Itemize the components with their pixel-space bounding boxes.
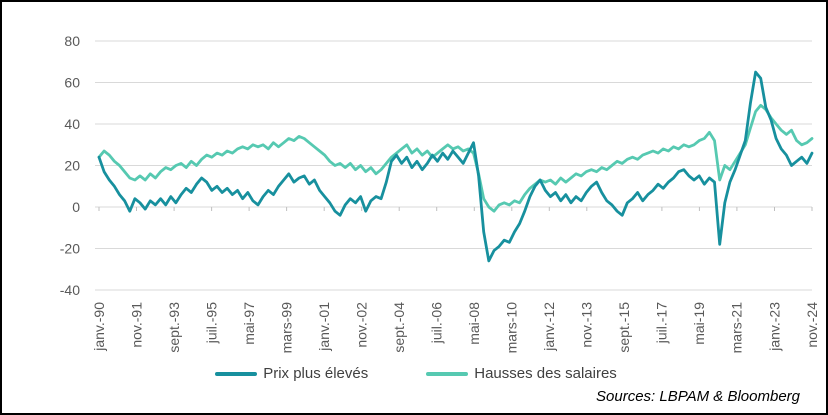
x-axis-label: sept.-93	[166, 302, 182, 353]
legend-label-hausses: Hausses des salaires	[474, 365, 617, 382]
legend-item-hausses: Hausses des salaires	[426, 365, 617, 382]
x-axis-label: mars-99	[278, 302, 294, 354]
x-axis-label: nov.-13	[579, 302, 595, 348]
legend-swatch-prix	[215, 371, 258, 376]
line-chart: 80 60 40 20 0 -20 -40 janv.-90 nov.-91 sept.-93 ju…	[60, 33, 820, 354]
y-axis-label: -40	[60, 282, 80, 298]
x-axis-label: juil.-06	[428, 302, 444, 344]
x-axis-label: janv.-01	[316, 302, 332, 352]
x-axis-label: sept.-15	[616, 302, 632, 353]
y-axis-label: 0	[72, 199, 80, 215]
x-axis-label: nov.-91	[128, 302, 144, 348]
series-line-hausses-des-salaires	[97, 103, 814, 213]
legend-item-prix: Prix plus élevés	[215, 365, 368, 382]
x-axis-label: nov.-02	[353, 302, 369, 348]
x-axis-label: mai-97	[241, 302, 257, 345]
y-axis-label: 20	[64, 157, 80, 173]
y-axis-label: -20	[60, 240, 80, 256]
x-axis-label: nov.-24	[804, 302, 820, 348]
y-axis-label: 60	[64, 74, 80, 90]
y-axis-label: 40	[64, 116, 80, 132]
x-axis-label: sept.-04	[391, 302, 407, 353]
x-axis-label: juil.-17	[654, 302, 670, 344]
legend-swatch-hausses	[426, 371, 469, 376]
series-line-prix-plus-lev-s	[97, 70, 814, 263]
chart-legend: Prix plus élevés Hausses des salaires	[2, 365, 826, 382]
y-axis-label: 80	[64, 33, 80, 49]
x-axis-label: mars-21	[729, 302, 745, 354]
x-axis-label: mai-08	[466, 302, 482, 345]
legend-label-prix: Prix plus élevés	[263, 365, 369, 382]
x-axis-label: juil.-95	[203, 302, 219, 344]
x-axis-label: janv.-23	[766, 302, 782, 352]
x-axis-label: janv.-90	[91, 302, 107, 352]
x-axis-label: janv.-12	[541, 302, 557, 352]
x-axis-label: mars-10	[504, 302, 520, 354]
source-note: Sources: LBPAM & Bloomberg	[596, 388, 800, 405]
x-axis-label: mai-19	[691, 302, 707, 345]
